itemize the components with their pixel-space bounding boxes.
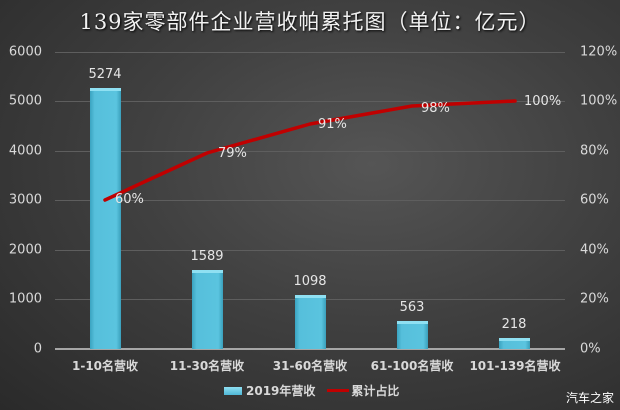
y-right-tick: 60% — [580, 192, 609, 208]
bar-value-label: 5274 — [88, 67, 122, 82]
category-label: 61-100名营收 — [370, 359, 454, 373]
line-value-label: 98% — [421, 101, 450, 116]
y-right-tick: 100% — [580, 93, 618, 109]
watermark: 汽车之家 — [565, 391, 614, 405]
y-left-tick: 1000 — [8, 291, 42, 307]
line-value-label: 60% — [115, 192, 144, 207]
legend: 2019年营收 累计占比 — [224, 382, 399, 399]
gridline — [55, 101, 565, 102]
category-label: 31-60名营收 — [272, 359, 348, 373]
y-left-tick: 0 — [33, 341, 42, 357]
y-left-tick: 6000 — [8, 44, 42, 60]
y-left-tick: 5000 — [8, 93, 42, 109]
bar-101-139 — [499, 338, 530, 349]
legend-line-swatch-icon — [327, 389, 350, 392]
gridline — [55, 200, 565, 201]
bar-value-label: 1098 — [293, 274, 327, 289]
y-right-tick: 40% — [580, 242, 609, 258]
y-left-tick: 3000 — [8, 192, 42, 208]
y-left-tick: 4000 — [8, 143, 42, 159]
legend-bar-swatch-icon — [224, 386, 242, 395]
bar-61-100 — [397, 321, 428, 349]
line-value-label: 79% — [218, 146, 247, 161]
bar-1-10 — [90, 88, 121, 349]
chart-title: 139家零部件企业营收帕累托图（单位：亿元） — [79, 10, 541, 34]
bar-value-label: 563 — [399, 300, 425, 315]
y-right-tick: 0% — [580, 341, 601, 357]
y-right-tick: 120% — [580, 44, 618, 60]
bar-11-30 — [192, 270, 223, 349]
gridline — [55, 52, 565, 53]
gridline — [55, 250, 565, 251]
x-axis-line — [55, 348, 565, 350]
bar-31-60 — [295, 295, 326, 349]
y-left-tick: 2000 — [8, 242, 42, 258]
category-label: 11-30名营收 — [169, 359, 245, 373]
legend-bar-label: 2019年营收 — [246, 384, 316, 398]
line-value-label: 91% — [318, 117, 347, 132]
legend-line-label: 累计占比 — [351, 384, 400, 398]
line-value-label: 100% — [524, 94, 562, 109]
y-right-tick: 80% — [580, 143, 609, 159]
category-label: 1-10名营收 — [71, 359, 139, 373]
y-right-tick: 20% — [580, 291, 609, 307]
bar-value-label: 1589 — [190, 249, 224, 264]
category-label: 101-139名营收 — [469, 359, 561, 373]
bar-value-label: 218 — [501, 317, 527, 332]
gridline — [55, 151, 565, 152]
